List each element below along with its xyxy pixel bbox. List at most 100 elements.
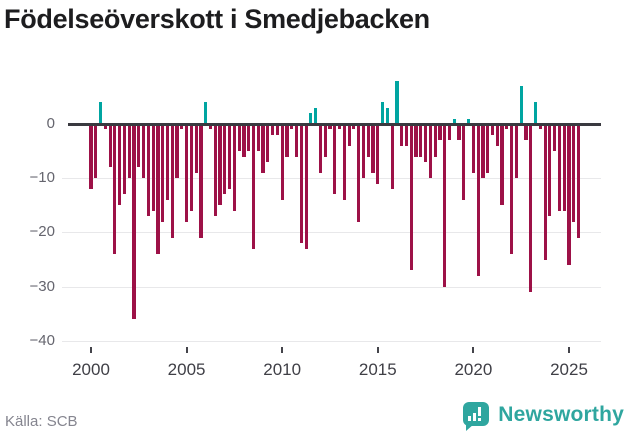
bar-negative [409,124,413,271]
bar-negative [357,124,361,222]
bar-negative [275,124,279,135]
bar-negative [299,124,303,244]
bar-negative [237,124,241,152]
gridline--10 [62,178,601,179]
gridline--40 [62,341,601,342]
chart-title: Födelseöverskott i Smedjebacken [4,4,430,34]
bar-negative [294,124,299,157]
bar-negative [490,124,495,135]
x-axis-label-2000: 2000 [72,360,110,379]
bar-negative [567,124,571,265]
gridline--30 [62,287,601,288]
newsworthy-logo: Newsworthy [463,402,624,431]
bar-negative [185,124,189,222]
bar-negative [352,124,356,130]
x-axis-tick [90,347,92,353]
bar-negative [118,124,122,206]
mini-bar-icon [473,413,477,421]
bar-negative [256,124,260,152]
bar-negative [247,124,251,152]
bar-negative [304,124,308,249]
bar-negative [557,124,562,211]
bar-negative [361,124,366,179]
bar-negative [486,124,490,173]
bar-positive [533,102,538,124]
bar-negative [175,124,179,179]
bar-negative [132,124,136,320]
bar-negative [323,124,327,157]
bar-negative [213,124,217,217]
bar-negative [285,124,289,157]
newsworthy-chart-bubble-icon [463,402,490,431]
x-axis-label-2010: 2010 [263,360,302,379]
bar-negative [242,124,246,157]
bar-negative [103,124,107,130]
bar-negative [328,124,332,130]
bar-negative [572,124,576,222]
bar-negative [476,124,480,276]
bar-positive [380,102,385,124]
y-axis-label: −40 [29,332,55,349]
x-axis-tick [376,347,379,353]
bar-negative [151,124,155,211]
bar-negative [180,124,184,130]
bar-positive [467,118,471,124]
bar-positive [98,102,103,124]
bar-negative [548,124,552,217]
bar-negative [376,124,380,184]
x-axis-tick [568,347,570,353]
bar-negative [424,124,428,162]
bar-negative [495,124,499,146]
mini-bar-icon [468,416,472,421]
bar-negative [189,124,193,211]
bar-negative [280,124,284,200]
bar-negative [208,124,213,130]
bar-negative [199,124,203,238]
y-axis-label: −20 [29,223,55,240]
x-axis-label-2025: 2025 [550,360,588,379]
bar-negative [553,124,557,152]
gridline--20 [62,232,601,233]
bar-positive [395,80,399,124]
bar-negative [337,124,342,130]
bar-positive [452,118,456,124]
bar-negative [342,124,346,200]
bar-negative [371,124,375,173]
bar-negative [266,124,270,162]
bar-negative [165,124,170,200]
bar-negative [538,124,542,130]
x-axis-label-2015: 2015 [358,360,397,379]
bar-negative [89,124,93,190]
bar-negative [500,124,504,206]
bar-negative [223,124,227,195]
bar-negative [141,124,146,179]
exclamation-dot-icon [478,418,482,421]
bar-negative [433,124,437,157]
bar-negative [127,124,131,179]
bar-positive [314,107,318,124]
y-axis-label: 0 [46,115,55,132]
bar-negative [419,124,423,157]
bar-negative [576,124,581,238]
bar-negative [428,124,432,179]
bar-negative [232,124,236,211]
bar-negative [529,124,533,293]
bar-negative [347,124,351,146]
bar-negative [510,124,514,255]
bar-negative [414,124,418,157]
bar-negative [271,124,275,135]
source-attribution: Källa: SCB [5,413,78,430]
bar-negative [390,124,394,190]
bar-negative [94,124,98,179]
bar-negative [251,124,256,249]
bar-negative [261,124,265,173]
x-axis-tick [281,347,284,353]
bar-negative [400,124,404,146]
bar-negative [228,124,232,190]
bar-negative [290,124,294,130]
bar-negative [562,124,566,211]
bar-negative [438,124,442,141]
bar-negative [543,124,547,260]
bar-negative [137,124,141,168]
